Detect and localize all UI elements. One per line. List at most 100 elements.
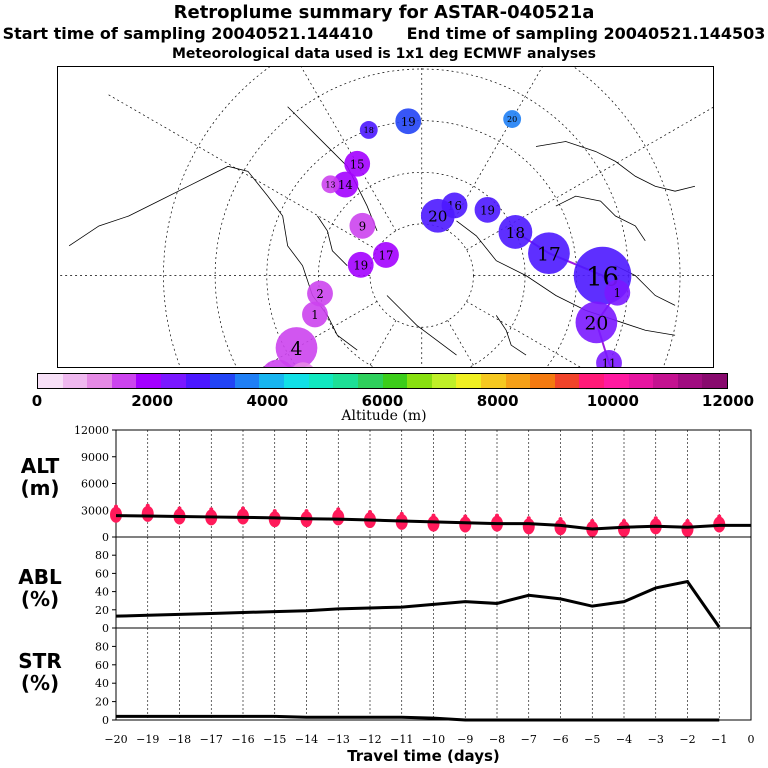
plume-marker: [349, 212, 376, 239]
abl-panel-title: ABL (%): [0, 566, 80, 610]
x-tick-label: −7: [521, 733, 537, 746]
x-tick-label: −4: [616, 733, 632, 746]
altitude-cluster-top: [558, 517, 563, 522]
plume-marker-label: 20: [584, 314, 608, 335]
meridian-line: [368, 320, 397, 367]
plume-marker: [474, 196, 501, 223]
y-tick-label: 12000: [74, 425, 109, 437]
y-tick-label: 20: [95, 604, 109, 617]
altitude-cluster: [522, 518, 535, 535]
plume-marker: [293, 362, 314, 367]
meridian-line: [447, 67, 543, 232]
plume-marker-label: 1: [311, 308, 318, 322]
colorbar-swatch: [382, 374, 408, 388]
altitude-cluster-top: [304, 509, 309, 514]
plume-marker: [395, 108, 422, 135]
colorbar-swatch: [604, 374, 629, 388]
latitude-circle: [369, 223, 474, 328]
plume-marker: [503, 110, 522, 128]
plume-marker-label: 20: [507, 115, 517, 124]
coastlines: [68, 106, 696, 356]
altitude-cluster-top: [463, 514, 468, 519]
x-axis-label: Travel time (days): [347, 747, 500, 765]
y-tick-label: 0: [102, 531, 109, 544]
x-tick-label: −19: [136, 733, 159, 746]
colorbar-tick-label: 0: [31, 392, 43, 410]
colorbar-tick-label: 10000: [586, 392, 639, 410]
colorbar-swatch: [38, 374, 63, 388]
time-series-panels: 030006000900012000020406080020406080−20−…: [74, 425, 755, 765]
latitude-circle: [163, 67, 681, 367]
plume-marker-label: 19: [353, 258, 368, 272]
plume-marker: [498, 215, 533, 249]
y-tick-label: 3000: [81, 504, 109, 517]
meridian-line: [108, 94, 378, 251]
colorbar-swatch: [628, 374, 654, 388]
plume-marker: [359, 121, 378, 139]
altitude-cluster-top: [209, 507, 214, 512]
plume-marker-label: 14: [338, 178, 353, 192]
colorbar-tick-label: 2000: [131, 392, 174, 410]
sampling-times: Start time of sampling 20040521.144410 E…: [2, 24, 766, 43]
plume-marker: [307, 280, 333, 307]
colorbar-swatch: [554, 374, 580, 388]
x-tick-label: −13: [327, 733, 350, 746]
retroplume-map: 2019181514131620191817161201110712151481…: [57, 66, 714, 368]
alt-panel-title: ALT (m): [0, 455, 80, 499]
y-tick-label: 0: [102, 622, 109, 635]
plume-marker: [596, 350, 622, 367]
altitude-cluster-top: [336, 507, 341, 512]
y-tick-label: 6000: [81, 478, 109, 491]
colorbar-label: Altitude (m): [341, 408, 427, 424]
plume-marker: [528, 232, 570, 275]
plume-marker-label: 11: [602, 356, 617, 368]
altitude-cluster: [554, 519, 567, 536]
colorbar-tick-label: 6000: [361, 392, 404, 410]
plume-marker-label: 9: [359, 219, 366, 233]
x-tick-label: −10: [422, 733, 445, 746]
altitude-cluster-top: [431, 513, 436, 518]
plume-marker-label: 15: [350, 157, 365, 171]
plume-marker: [604, 279, 631, 306]
altitude-cluster-top: [114, 504, 118, 509]
str-panel-title: STR (%): [0, 650, 80, 694]
plume-marker-label: 4: [291, 339, 303, 360]
plume-marker: [321, 175, 340, 194]
plume-marker: [347, 251, 374, 278]
plume-marker-label: 19: [480, 203, 495, 217]
plume-marker-label: 18: [506, 224, 525, 242]
abl-panel: 0 20 40 60 80: [95, 536, 752, 635]
plume-marker: [420, 198, 455, 233]
x-tick-label: −3: [648, 733, 664, 746]
abl-unit: (%): [20, 587, 60, 611]
y-tick-label: 9000: [81, 451, 109, 464]
x-tick-label: −6: [552, 733, 568, 746]
y-tick-label: 40: [95, 677, 109, 690]
colorbar-swatch: [308, 374, 334, 388]
colorbar-swatch: [431, 374, 457, 388]
abl-series-line: [115, 579, 721, 628]
plume-marker: [575, 301, 618, 344]
y-tick-label: 80: [95, 640, 109, 653]
plume-marker-label: 19: [401, 115, 416, 129]
x-tick-label: −14: [295, 733, 318, 746]
y-tick-label: 0: [102, 714, 109, 727]
alt-panel: 0 3000 6000 9000 12000: [74, 425, 752, 544]
y-tick-label: 80: [95, 549, 109, 562]
altitude-cluster-top: [368, 510, 372, 515]
altitude-cluster-top: [590, 518, 595, 523]
alt-title: ALT: [20, 454, 60, 478]
plume-marker: [263, 359, 292, 367]
x-tick-label: −2: [679, 733, 695, 746]
colorbar-swatch: [87, 374, 112, 388]
x-tick-label: −1: [711, 733, 727, 746]
colorbar-swatch: [161, 374, 186, 388]
altitude-cluster-top: [717, 514, 722, 519]
colorbar-tick-label: 12000: [701, 392, 755, 410]
x-tick-label: −9: [457, 733, 473, 746]
altitude-cluster-top: [241, 506, 245, 511]
altitude-cluster-top: [177, 506, 182, 511]
altitude-cluster-top: [685, 518, 690, 523]
colorbar-swatch: [333, 374, 358, 388]
